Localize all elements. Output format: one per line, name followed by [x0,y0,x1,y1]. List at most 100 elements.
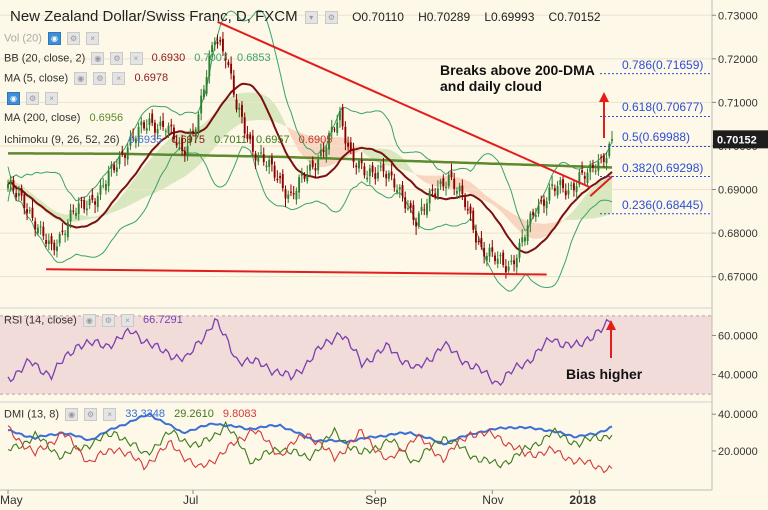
candle-body [47,240,50,244]
ohlc-close: C0.70152 [548,10,601,24]
close-icon[interactable]: × [45,92,59,105]
candle-body [151,113,154,123]
candle-body [439,181,442,184]
legend-ma5-value: 0.6978 [134,72,169,85]
breakout-arrow [599,92,609,138]
cloud-segment [514,214,517,229]
eye-icon[interactable]: ◉ [82,314,96,327]
cloud-segment [65,214,68,223]
cloud-segment [282,118,286,127]
cloud-segment [255,92,259,121]
settings-icon[interactable]: ⚙ [93,72,107,85]
close-icon[interactable]: × [129,52,143,65]
rsi-line [7,317,613,386]
cloud-segment [119,195,123,210]
candle-body [276,178,279,181]
candle-body [181,138,184,152]
cloud-segment [122,191,125,209]
rsi-band [0,315,712,395]
legend-bb[interactable]: BB (20, close, 2) ◉ ⚙ × 0.6930 0.7007 0.… [4,52,271,65]
legend-ichimoku-v5: 0.6905 [298,134,333,146]
cloud-segment [358,148,362,152]
cloud-segment [135,173,139,202]
legend-ma200-label: MA (200, close) [4,112,81,124]
settings-icon[interactable]: ⚙ [84,408,98,421]
candle-body [409,203,412,208]
cloud-segment [416,174,419,178]
cloud-segment [426,175,430,185]
fib-label: 0.236(0.68445) [622,197,704,212]
legend-ichimoku[interactable]: Ichimoku (9, 26, 52, 26) 0.6935 0.6975 0… [4,134,332,146]
legend-rsi[interactable]: RSI (14, close) ◉ ⚙ × 66.7291 [4,314,183,327]
candle-body [164,130,167,132]
settings-icon[interactable]: ⚙ [26,92,40,105]
cloud-segment [220,103,223,141]
eye-icon[interactable]: ◉ [74,72,88,85]
settings-icon[interactable]: ⚙ [110,52,124,65]
candle-body [281,174,284,189]
candle-body [564,190,567,196]
eye-icon[interactable]: ◉ [7,92,20,105]
legend-dmi[interactable]: DMI (13, 8) ◉ ⚙ × 33.3348 29.2610 9.8083 [4,408,257,421]
settings-icon[interactable]: ⚙ [67,32,81,45]
cloud-segment [144,163,147,198]
dmi-tick-label: 20.0000 [718,446,758,458]
candle-body [510,260,513,262]
eye-icon[interactable]: ◉ [47,32,61,45]
close-icon[interactable]: × [103,408,117,421]
dmi-tick-label: 40.0000 [718,409,758,421]
eye-icon[interactable]: ◉ [91,52,105,65]
candle-body [205,77,208,94]
cloud-segment [407,164,411,173]
cloud-segment [184,131,188,177]
candle-body [442,178,445,187]
legend-ma200[interactable]: MA (200, close) 0.6956 [4,112,123,124]
candle-body [183,150,186,156]
cloud-segment [484,193,487,202]
cloud-segment [603,176,607,217]
settings-icon[interactable]: ⚙ [324,10,338,24]
candle-body [434,193,437,196]
candle-body [132,136,135,139]
candle-body [322,149,325,152]
candle-body [423,209,426,211]
eye-icon[interactable]: ◉ [65,408,79,421]
legend-ma5[interactable]: MA (5, close) ◉ ⚙ × 0.6978 [4,72,168,85]
candle-body [385,174,388,179]
cloud-segment [293,130,297,147]
cloud-segment [285,124,289,131]
candle-body [594,170,597,172]
cloud-segment [465,179,468,193]
candle-body [605,158,608,164]
cloud-segment [568,213,572,220]
price-tick-label: 0.73000 [718,10,758,22]
cloud-segment [516,216,520,232]
cloud-segment [163,142,166,189]
cloud-segment [152,154,155,194]
cloud-segment [323,137,327,168]
candle-body [137,126,140,142]
close-icon[interactable]: × [86,32,100,45]
candle-body [534,215,537,217]
candle-body [445,186,447,188]
cloud-segment [78,214,82,221]
cloud-segment [271,100,275,122]
cloud-segment [470,182,474,195]
cloud-segment [209,115,213,154]
price-tick-label: 0.69000 [718,185,758,197]
x-tick-label: Jul [183,493,198,507]
candle-body [113,164,116,171]
close-icon[interactable]: × [120,314,134,327]
legend-vol[interactable]: Vol (20) ◉ ⚙ × [4,32,100,45]
dmi-plus-line [7,420,613,469]
settings-icon[interactable]: ⚙ [101,314,115,327]
candle-body [611,139,613,141]
candle-body [317,159,320,171]
legend-toolbar[interactable]: ◉ ⚙ × [4,92,59,105]
price-grid [0,14,712,278]
chevron-down-icon[interactable]: ▾ [304,10,318,24]
fib-label: 0.5(0.69988) [622,130,691,145]
candle-body [464,197,467,208]
close-icon[interactable]: × [112,72,126,85]
candle-body [472,210,475,230]
